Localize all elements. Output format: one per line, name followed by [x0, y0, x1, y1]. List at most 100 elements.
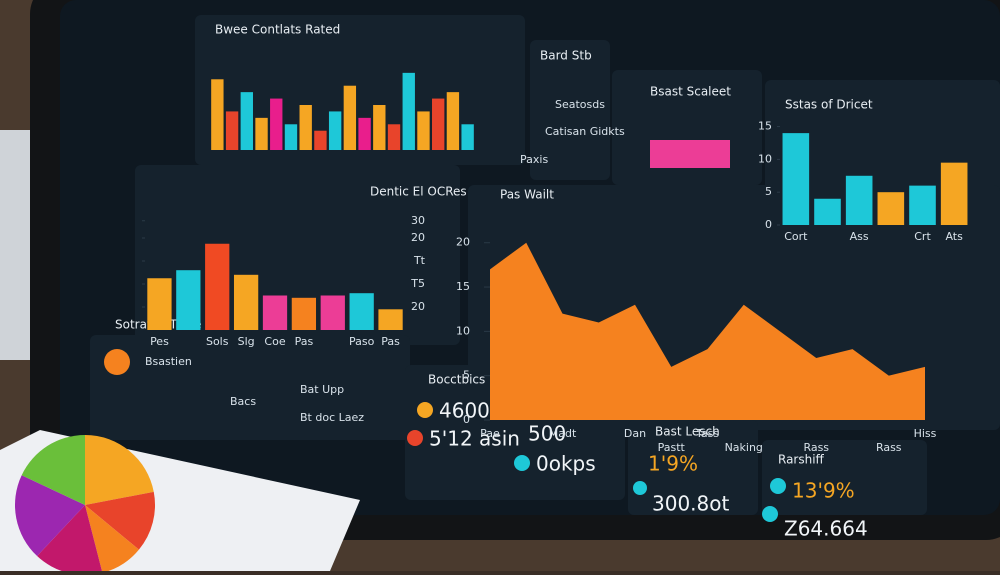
x-tick-label: Dan: [624, 427, 646, 440]
bar: [255, 117, 268, 150]
bar: [320, 295, 345, 330]
y-tick-label: 0: [463, 413, 470, 426]
bar: [940, 162, 968, 225]
chart-title: Sstas of Dricet: [785, 98, 873, 112]
sidebar-title: Bard Stb: [540, 49, 592, 63]
list-item: Bat Upp: [300, 383, 344, 396]
y-tick-label: 10: [758, 152, 772, 165]
bar: [343, 85, 357, 150]
panel: [530, 40, 610, 180]
stat-title: Rarshiff: [778, 453, 825, 467]
bar: [814, 198, 841, 225]
bar: [291, 297, 317, 330]
x-tick-label: Rass: [803, 441, 829, 454]
y-tick-label: 10: [456, 324, 470, 337]
pie-slice: [85, 491, 155, 550]
y-tick-label: 15: [456, 280, 470, 293]
pie-slice: [37, 505, 103, 575]
list-item: Bt doc Laez: [300, 411, 364, 424]
bar: [845, 175, 873, 225]
stat-value: 13'9%: [792, 479, 855, 503]
y-tick-label: 0: [765, 218, 772, 231]
bar: [402, 72, 415, 150]
bar: [909, 185, 936, 225]
pie-slice: [21, 435, 85, 505]
x-tick-label: Pastt: [658, 441, 686, 454]
x-tick-label: Slg: [238, 335, 255, 348]
kpi-value: 0okps: [536, 452, 596, 476]
chart-title: Bsast Scaleet: [650, 85, 731, 99]
bar: [211, 79, 224, 150]
dot: [770, 478, 786, 494]
y-tick-label: 5: [463, 369, 470, 382]
x-tick-label: Pas: [381, 335, 400, 348]
y-tick-label: 20: [411, 300, 425, 313]
stat-title: Bast Lesch: [655, 425, 720, 439]
pie-slice: [85, 505, 139, 573]
stat-value: 1'9%: [648, 452, 698, 476]
x-tick-label: Pas: [295, 335, 314, 348]
bar: [349, 293, 374, 330]
x-tick-label: Madt: [549, 427, 577, 440]
y-tick-label: 20: [456, 236, 470, 249]
bar: [461, 124, 474, 150]
chart-title: Bwee Contlats Rated: [215, 23, 340, 37]
sidebar-item: Seatosds: [555, 98, 605, 111]
bar: [147, 278, 172, 330]
icon: [104, 349, 130, 375]
chart-title: Pas Wailt: [500, 188, 554, 202]
stat-sub: Z64.664: [784, 517, 868, 541]
bar: [378, 309, 403, 330]
y-tick-label: 20: [411, 231, 425, 244]
bar: [262, 295, 288, 330]
list-item: Bacs: [230, 395, 256, 408]
bar: [446, 92, 460, 150]
bar: [328, 111, 342, 150]
x-tick-label: Rass: [876, 441, 902, 454]
x-tick-label: Tass: [695, 427, 719, 440]
dot: [762, 506, 778, 522]
x-tick-label: Crt: [914, 230, 931, 243]
kpi-value: 500: [528, 422, 566, 446]
bar: [176, 270, 201, 330]
pie-slice: [85, 435, 154, 505]
bar: [233, 274, 259, 330]
bar: [373, 105, 386, 150]
y-tick-label: 15: [758, 120, 772, 133]
bar: [225, 111, 239, 150]
bar: [358, 117, 371, 150]
dot: [633, 481, 647, 495]
bar: [299, 105, 312, 150]
x-tick-label: Pae: [480, 427, 500, 440]
sidebar-item: Paxis: [520, 153, 548, 166]
x-tick-label: Ass: [850, 230, 869, 243]
x-tick-label: Cort: [784, 230, 808, 243]
kpi-dot: [407, 430, 423, 446]
y-tick-label: Tt: [413, 254, 426, 267]
list-item: Bsastien: [145, 355, 192, 368]
bar: [432, 98, 445, 150]
panel: [762, 440, 927, 515]
kpi-dot: [514, 455, 530, 471]
y-tick-label: T5: [410, 277, 425, 290]
bar: [270, 98, 283, 150]
x-tick-label: Pes: [150, 335, 169, 348]
kpi-dot: [417, 402, 433, 418]
chart-title: Dentic El OCRes: [370, 185, 467, 199]
x-tick-label: Coe: [264, 335, 285, 348]
bar: [314, 130, 327, 150]
stat-sub: 300.8ot: [652, 492, 729, 516]
sidebar-item: Catisan Gidkts: [545, 125, 625, 138]
bar: [205, 243, 230, 330]
bar: [284, 124, 298, 150]
kpi-title: Bocctbics: [428, 373, 485, 387]
panel: [90, 335, 410, 440]
bar: [240, 92, 253, 150]
panel: [628, 420, 758, 515]
y-tick-label: 5: [765, 185, 772, 198]
kpi-value: 5'12 asin: [429, 427, 520, 451]
bar: [387, 124, 401, 150]
x-tick-label: Paso: [349, 335, 375, 348]
x-tick-label: Hiss: [914, 427, 937, 440]
